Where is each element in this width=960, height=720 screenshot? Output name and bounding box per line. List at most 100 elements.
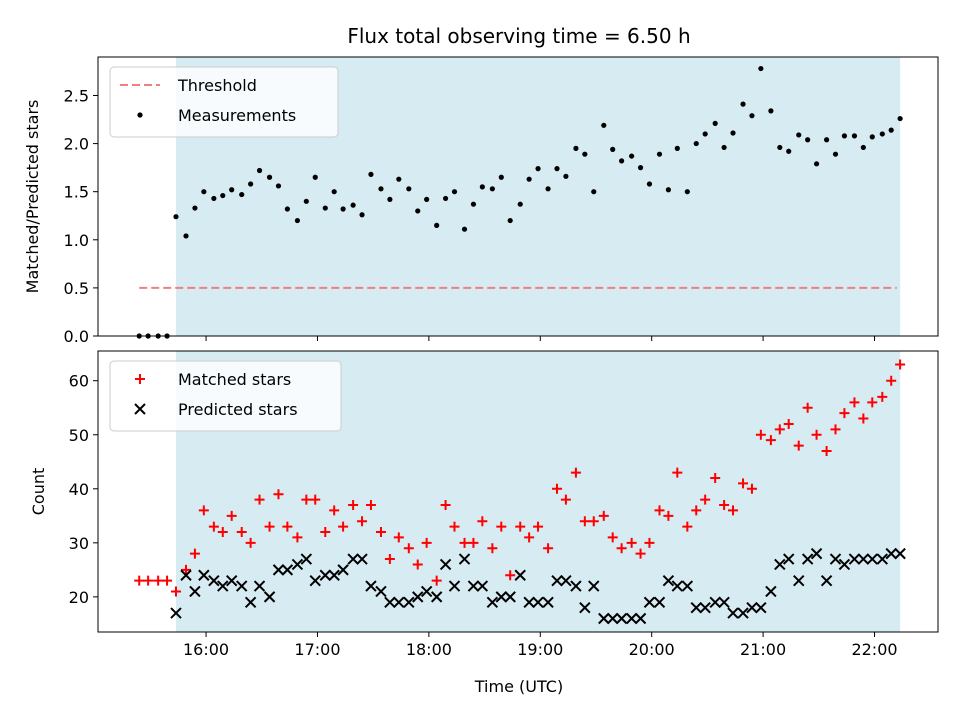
count-point <box>570 580 582 592</box>
ratio-point <box>220 192 226 199</box>
ratio-point <box>832 151 839 157</box>
count-point <box>886 375 897 386</box>
count-point <box>663 510 674 521</box>
ratio-point <box>256 167 263 174</box>
count-point <box>615 612 628 625</box>
count-point <box>849 397 860 408</box>
ratio-point <box>312 174 318 180</box>
count-point <box>496 521 507 532</box>
count-point <box>718 596 730 608</box>
count-point <box>634 612 647 625</box>
ratio-point <box>322 205 328 211</box>
ratio-point <box>656 151 663 157</box>
count-point <box>690 601 702 614</box>
count-point <box>533 521 544 532</box>
ratio-ytick-label: 1.5 <box>64 183 89 202</box>
count-point <box>598 612 610 625</box>
count-point <box>598 510 609 521</box>
ratio-point <box>275 183 282 189</box>
ratio-point <box>545 186 551 192</box>
count-point <box>134 575 145 586</box>
ratio-point <box>777 144 783 151</box>
ratio-point <box>284 206 290 212</box>
count-point <box>291 558 304 571</box>
count-y-axis-label: Count <box>29 468 48 516</box>
ratio-point <box>619 158 625 164</box>
ratio-ytick-label: 0.0 <box>64 327 89 346</box>
count-point <box>375 585 387 598</box>
count-point <box>153 575 164 586</box>
ratio-point <box>758 65 764 72</box>
legend-label: Measurements <box>178 106 296 125</box>
ratio-point <box>629 153 635 159</box>
xtick-label: 22:00 <box>851 640 897 659</box>
ratio-point <box>461 226 468 232</box>
count-point <box>560 574 572 587</box>
count-point <box>719 500 730 511</box>
ratio-point <box>888 127 894 133</box>
ratio-point <box>665 187 671 193</box>
ratio-legend-box <box>109 66 339 138</box>
x-axis-label: Time (UTC) <box>474 677 563 696</box>
count-point <box>700 494 711 505</box>
count-point <box>505 570 516 581</box>
ratio-point <box>693 140 699 147</box>
ratio-point <box>610 146 616 152</box>
ratio-ytick-label: 0.5 <box>64 279 89 298</box>
count-point <box>189 548 200 559</box>
count-point <box>264 521 275 532</box>
count-point <box>737 607 749 619</box>
count-point <box>263 591 276 603</box>
count-point <box>449 521 460 532</box>
count-point <box>810 547 823 560</box>
xtick-label: 19:00 <box>517 640 563 659</box>
count-point <box>431 575 442 586</box>
ratio-point <box>183 233 189 239</box>
legend-label: Predicted stars <box>178 400 298 419</box>
ratio-point <box>796 132 802 138</box>
count-point <box>746 601 758 614</box>
ratio-point <box>350 202 356 208</box>
count-point <box>644 537 655 548</box>
count-point <box>532 596 544 608</box>
count-point <box>393 532 404 543</box>
count-point <box>606 612 619 625</box>
count-point <box>682 521 693 532</box>
count-point <box>801 553 814 565</box>
ratio-point <box>442 195 449 202</box>
count-point <box>320 527 331 538</box>
xtick-label: 17:00 <box>294 640 340 659</box>
count-point <box>802 402 813 413</box>
count-point <box>226 510 237 521</box>
count-point <box>181 564 192 575</box>
ratio-point <box>563 173 569 179</box>
ratio-point <box>879 131 885 137</box>
legend-marker <box>137 112 143 118</box>
count-point <box>710 472 721 483</box>
ratio-legend: Threshold Measurements <box>109 66 339 138</box>
count-point <box>245 537 256 548</box>
ratio-point <box>396 176 402 182</box>
count-point <box>403 596 415 608</box>
ratio-point <box>424 196 430 202</box>
ratio-point <box>860 144 866 151</box>
count-point <box>357 516 368 527</box>
count-point <box>300 553 313 565</box>
count-point <box>476 580 489 592</box>
count-point <box>337 564 349 576</box>
count-point <box>412 591 424 603</box>
count-point <box>709 596 721 608</box>
count-point <box>356 553 368 565</box>
xtick-label: 16:00 <box>183 640 229 659</box>
count-point <box>560 494 571 505</box>
count-point <box>514 569 526 581</box>
count-point <box>607 532 618 543</box>
ratio-point <box>173 214 179 220</box>
count-point <box>765 585 777 598</box>
count-point <box>765 435 776 446</box>
count-point <box>755 601 767 614</box>
count-series-1 <box>170 547 906 625</box>
count-point <box>857 553 870 565</box>
ratio-point <box>869 134 875 140</box>
count-point <box>838 558 851 571</box>
